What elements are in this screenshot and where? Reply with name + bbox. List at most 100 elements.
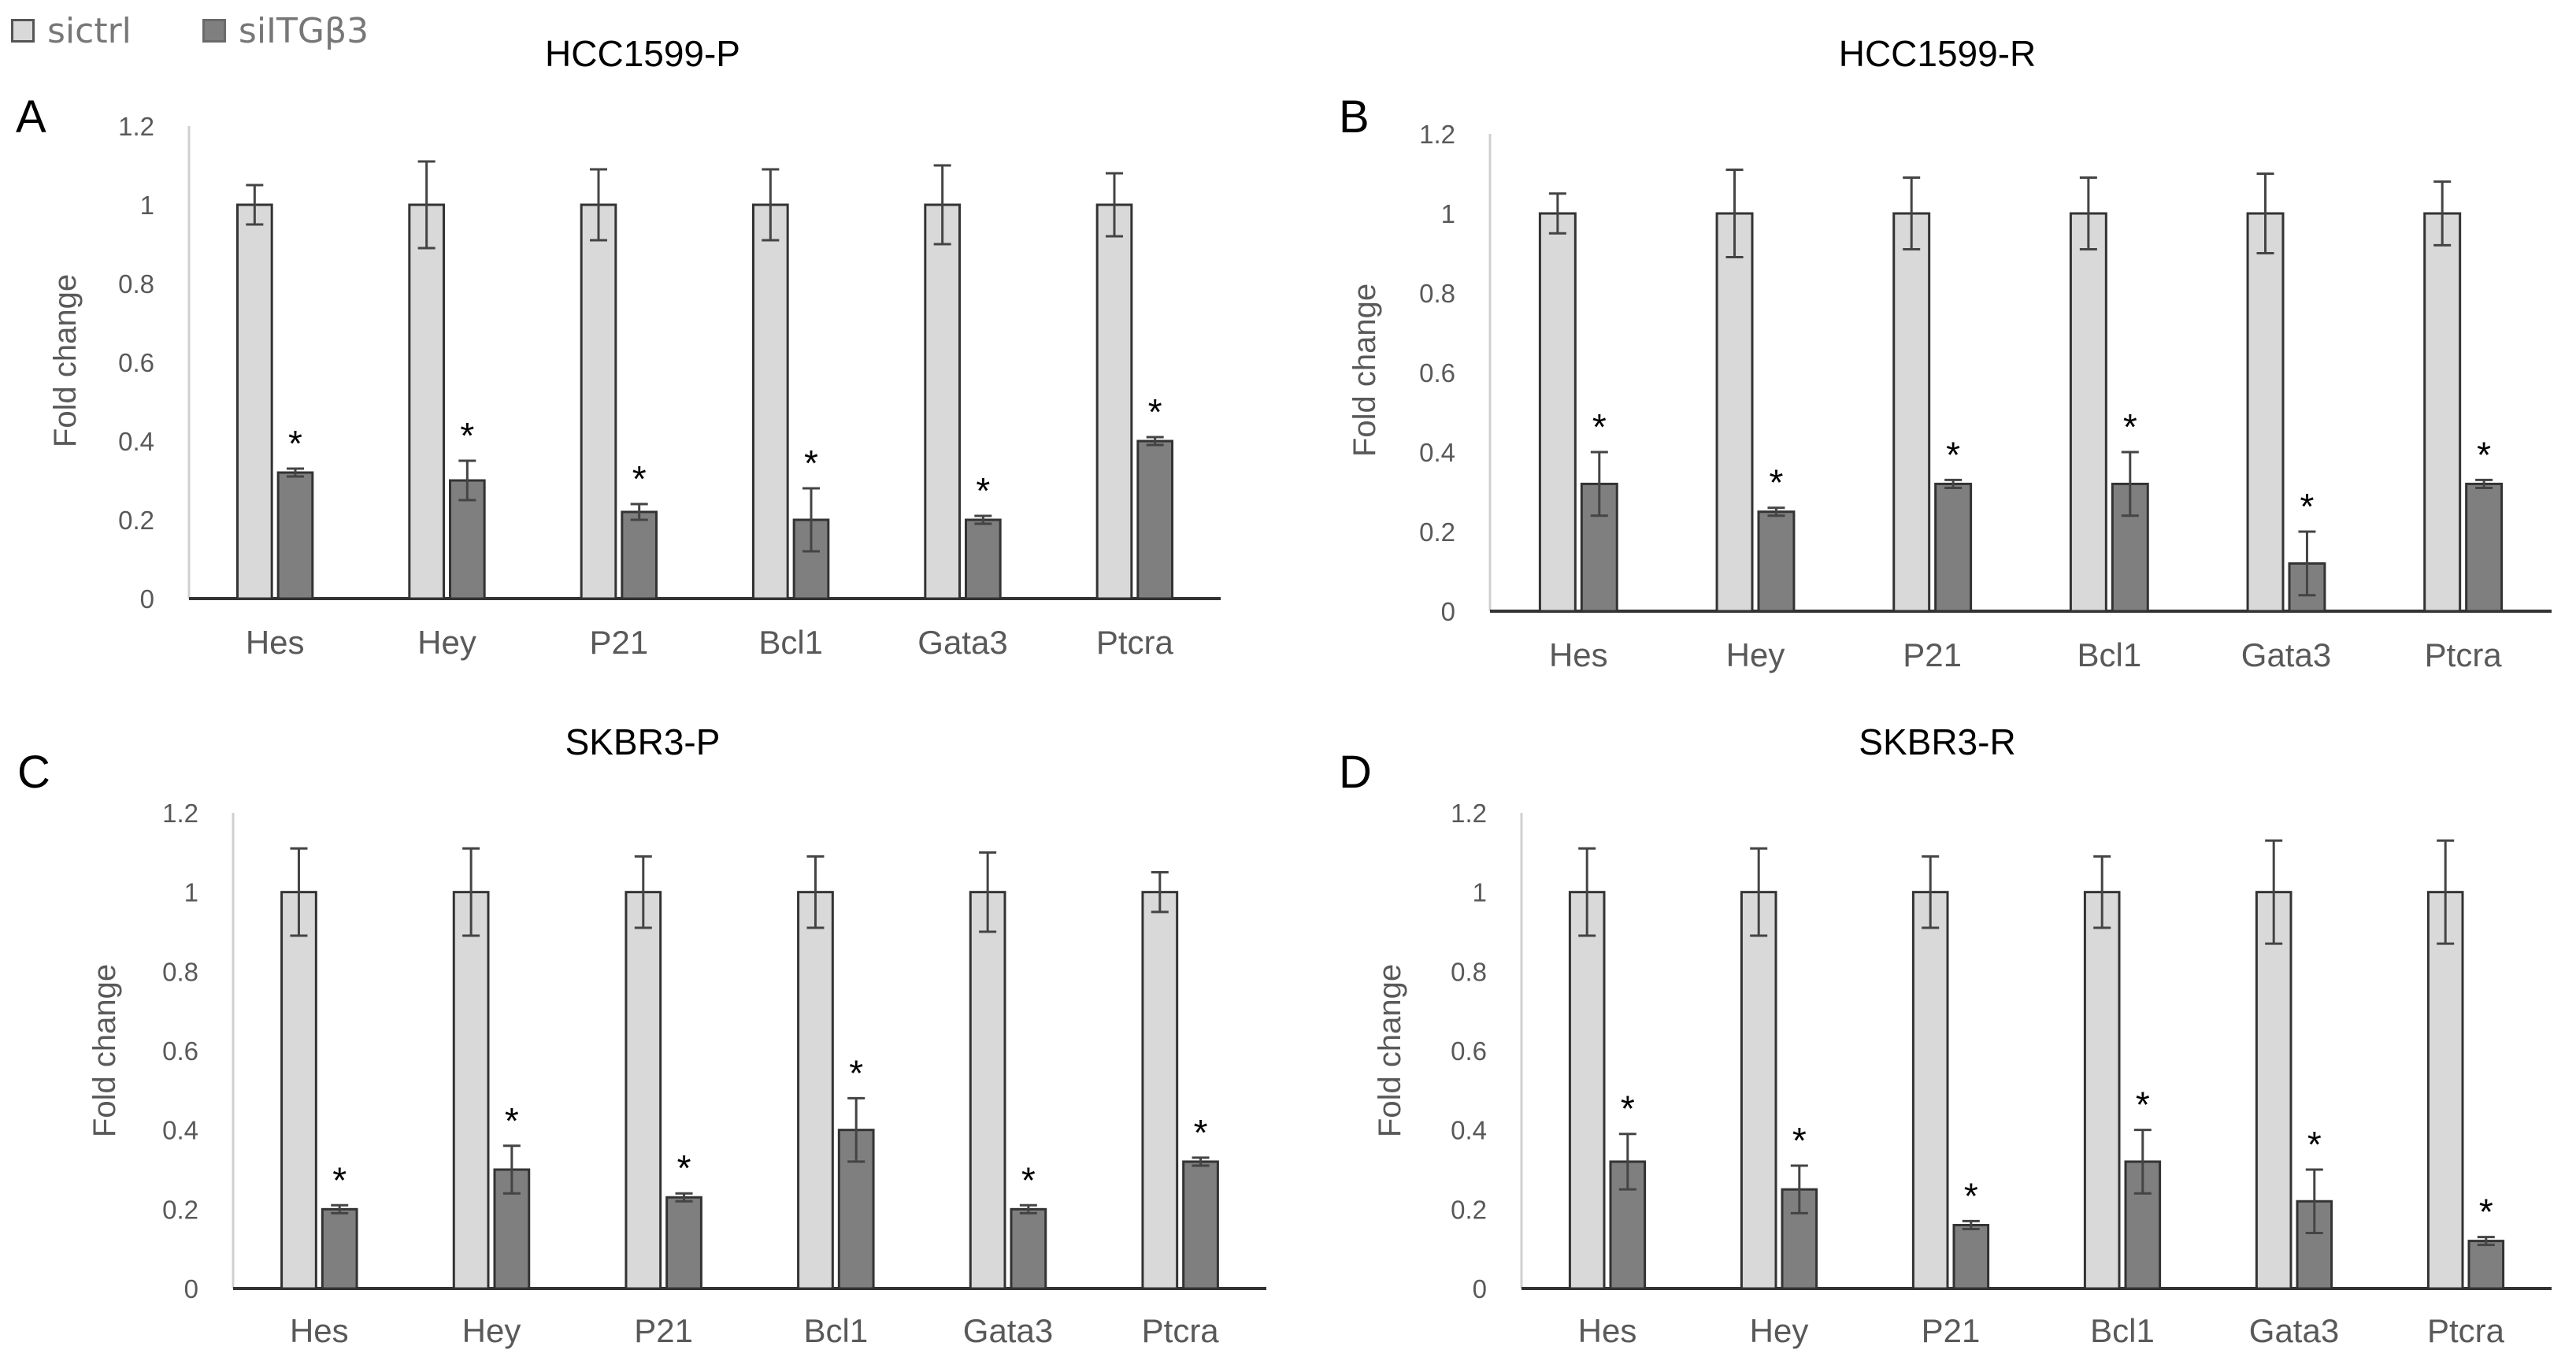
panel-c-significance-hey: * [505,1100,519,1141]
panel-c-ytick-label: 0.8 [162,957,198,986]
panel-c-xtick-gata3: Gata3 [963,1312,1053,1349]
panel-d-xtick-gata3: Gata3 [2249,1312,2339,1349]
panel-d-xtick-p21: P21 [1922,1312,1981,1349]
panel-b-label: B [1339,91,1370,143]
panel-a-bar-sictrl-hes [236,203,273,600]
legend-item-siitgb3: siITGβ3 [202,11,369,51]
panel-b-ytick-label: 0.2 [1419,517,1455,547]
panel-a-ytick-label: 1 [140,191,154,220]
panel-c-bar-sictrl-hes [280,891,317,1290]
panel-c-ytick-label: 1.2 [162,799,198,828]
panel-d-label: D [1339,747,1372,798]
panel-d-xtick-hey: Hey [1750,1312,1809,1349]
panel-a-xtick-p21: P21 [589,624,648,661]
legend-swatch-sictrl [11,19,35,43]
panel-b-significance-bcl1: * [2123,406,2137,447]
panel-c-significance-ptcra: * [1194,1112,1208,1153]
panel-a-ylabel: Fold change [48,274,83,447]
panel-d-ylabel: Fold change [1373,964,1407,1137]
panel-d-bar-siitgb3-ptcra [2467,1240,2505,1290]
legend-swatch-siitgb3 [202,19,226,43]
panel-d-xtick-hes: Hes [1578,1312,1637,1349]
panel-a-bar-sictrl-hey [408,203,445,600]
panel-c-bar-sictrl-bcl1 [797,891,834,1290]
panel-d-title: SKBR3-R [1859,721,2015,762]
panel-c-ytick-label: 0 [184,1274,198,1303]
panel-b-bar-sictrl-hes [1538,212,1577,613]
panel-a-bar-sictrl-bcl1 [752,203,789,600]
panel-c-ytick-label: 1 [184,878,198,907]
panel-d-bar-sictrl-hey [1740,891,1777,1290]
panel-a-bar-siitgb3-hes [276,471,314,600]
panel-d-ytick-label: 0 [1473,1274,1487,1303]
panel-c-significance-hes: * [332,1159,347,1200]
panel-c-title: SKBR3-P [565,721,721,762]
panel-c-bar-sictrl-gata3 [969,891,1006,1290]
legend-label-siitgb3: siITGβ3 [238,10,369,51]
panel-d-significance-hey: * [1792,1120,1807,1161]
panel-d-significance-p21: * [1964,1175,1978,1216]
panel-d-ytick-label: 1.2 [1451,799,1487,828]
panel-c-bar-siitgb3-gata3 [1010,1207,1047,1290]
panel-c-significance-gata3: * [1021,1159,1036,1200]
panel-c-xtick-ptcra: Ptcra [1142,1312,1220,1349]
panel-a-significance-hes: * [288,423,302,464]
panel-a-bar-siitgb3-gata3 [965,518,1002,600]
panel-b-significance-p21: * [1946,434,1960,475]
panel-a-ytick-label: 0 [140,584,154,614]
panel-b-bar-sictrl-hey [1715,212,1754,613]
panel-b-ytick-label: 0.6 [1419,358,1455,387]
panel-c-ytick-label: 0.2 [162,1195,198,1224]
panel-d-bar-sictrl-hes [1568,891,1606,1290]
panel-d-xtick-ptcra: Ptcra [2427,1312,2505,1349]
panel-a-ytick-label: 0.8 [118,269,154,299]
panel-b-bar-sictrl-gata3 [2246,212,2285,613]
panel-c-bar-siitgb3-p21 [665,1196,702,1290]
panel-a-significance-bcl1: * [804,443,818,484]
panel-a-significance-p21: * [632,458,647,499]
panel-d-significance-gata3: * [2307,1124,2322,1165]
panel-b-xtick-hey: Hey [1726,636,1785,673]
panel-b-significance-gata3: * [2300,486,2315,527]
panel-c-bar-siitgb3-bcl1 [837,1129,875,1290]
panel-d-ytick-label: 0.6 [1451,1036,1487,1066]
panel-b-xtick-hes: Hes [1549,636,1608,673]
panel-b-bar-sictrl-bcl1 [2069,212,2107,613]
panel-d-bar-sictrl-gata3 [2255,891,2292,1290]
legend: sictrl siITGβ3 [11,3,439,58]
panel-a-bar-sictrl-gata3 [924,203,962,600]
panel-c-ytick-label: 0.6 [162,1036,198,1066]
panel-d-ytick-label: 1 [1473,878,1487,907]
panel-c-ytick-label: 0.4 [162,1116,198,1145]
panel-c-xtick-hes: Hes [290,1312,349,1349]
panel-c-bar-siitgb3-hes [321,1207,358,1290]
panel-c-label: C [17,747,50,798]
panel-d-bar-sictrl-ptcra [2426,891,2464,1290]
panel-a-bar-sictrl-ptcra [1095,203,1133,600]
panel-a-ytick-label: 0.2 [118,506,154,535]
panel-b-xtick-ptcra: Ptcra [2425,636,2503,673]
panel-c-significance-p21: * [677,1148,691,1188]
panel-d-ytick-label: 0.4 [1451,1116,1487,1145]
panel-b-bar-siitgb3-ptcra [2465,482,2504,613]
panel-c-bar-sictrl-hey [452,891,490,1290]
panel-b-ytick-label: 0 [1441,597,1455,626]
panel-a-ytick-label: 0.6 [118,348,154,377]
panel-a-bar-siitgb3-ptcra [1136,439,1174,600]
panel-a-bar-siitgb3-p21 [621,510,658,600]
panel-b-bar-sictrl-ptcra [2423,212,2462,613]
panel-b-xtick-bcl1: Bcl1 [2077,636,2141,673]
panel-c-significance-bcl1: * [849,1052,863,1093]
panel-a-xtick-ptcra: Ptcra [1096,624,1174,661]
panel-d-xtick-bcl1: Bcl1 [2090,1312,2155,1349]
panel-c-xtick-hey: Hey [462,1312,521,1349]
panel-d-bar-siitgb3-p21 [1952,1223,1990,1290]
panel-b-bar-sictrl-p21 [1892,212,1931,613]
panel-b-ytick-label: 1.2 [1419,120,1455,149]
panel-b-ytick-label: 1 [1441,199,1455,228]
panel-c-bar-sictrl-p21 [625,891,662,1290]
panel-b-title: HCC1599-R [1839,33,2037,74]
panel-c-xtick-p21: P21 [634,1312,693,1349]
panel-c-ylabel: Fold change [87,964,122,1137]
